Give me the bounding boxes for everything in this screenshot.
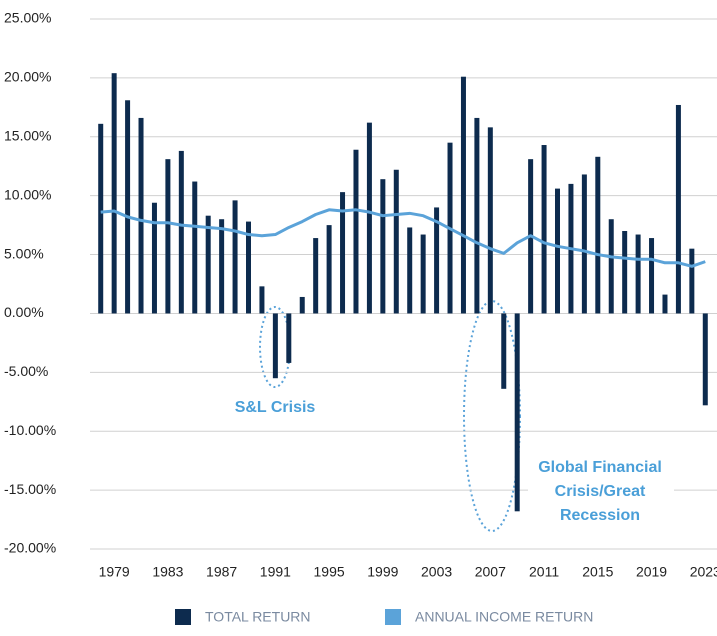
gfc-circle <box>463 300 521 532</box>
bar <box>192 181 198 314</box>
bar <box>326 225 332 314</box>
legend-label: ANNUAL INCOME RETURN <box>415 609 593 625</box>
x-tick-label: 2023 <box>690 564 717 580</box>
bar <box>675 104 681 314</box>
bar <box>608 219 614 314</box>
bar <box>313 238 319 314</box>
bar <box>165 159 171 314</box>
y-tick-label: -15.00% <box>4 481 56 497</box>
x-tick-label: 1995 <box>314 564 345 580</box>
y-tick-label: 5.00% <box>4 245 44 261</box>
bar <box>662 294 668 314</box>
bar <box>125 100 131 314</box>
y-tick-label: 25.00% <box>4 10 51 26</box>
y-tick-label: 15.00% <box>4 127 51 143</box>
bar <box>501 313 507 389</box>
bar <box>299 296 305 314</box>
x-tick-label: 1979 <box>99 564 130 580</box>
bar <box>581 174 587 314</box>
annotation: Recession <box>560 507 640 524</box>
bar <box>460 76 466 314</box>
bar <box>702 313 708 406</box>
bar <box>138 117 144 314</box>
bar <box>380 179 386 314</box>
annotation: S&L Crisis <box>235 399 316 416</box>
annotation-bg <box>528 455 674 529</box>
bar <box>649 238 655 314</box>
bar <box>246 221 251 314</box>
bar <box>407 227 413 314</box>
bar <box>474 117 480 314</box>
bar <box>286 313 292 363</box>
bar <box>272 313 278 379</box>
x-tick-label: 2019 <box>636 564 667 580</box>
bar <box>366 122 372 314</box>
y-tick-label: 20.00% <box>4 69 51 85</box>
x-tick-label: 2015 <box>582 564 613 580</box>
x-tick-label: 2007 <box>475 564 506 580</box>
bar <box>635 234 641 314</box>
bar <box>353 149 359 314</box>
bar <box>111 73 117 314</box>
bar <box>205 215 211 314</box>
bar <box>555 188 560 314</box>
x-tick-label: 2011 <box>529 564 559 580</box>
x-tick-label: 1983 <box>152 564 183 580</box>
x-tick-label: 1987 <box>206 564 237 580</box>
y-tick-label: -5.00% <box>4 363 48 379</box>
bar <box>259 286 265 314</box>
legend-label: TOTAL RETURN <box>205 609 311 625</box>
bar <box>541 145 547 314</box>
bar <box>689 248 695 314</box>
bar <box>219 219 225 314</box>
x-tick-label: 2003 <box>421 564 452 580</box>
bar <box>420 234 426 314</box>
bar <box>487 127 493 314</box>
x-tick-label: 1999 <box>367 564 398 580</box>
income-line <box>100 208 706 268</box>
bar <box>514 313 520 512</box>
y-tick-label: 10.00% <box>4 186 51 202</box>
bar <box>393 169 399 314</box>
legend-swatch <box>385 609 401 625</box>
y-tick-label: -20.00% <box>4 540 56 556</box>
annotation: Crisis/Great <box>555 483 646 500</box>
legend-swatch <box>175 609 191 625</box>
y-tick-label: -10.00% <box>4 422 56 438</box>
bar <box>622 231 628 314</box>
x-tick-label: 1991 <box>260 564 291 580</box>
bar <box>178 150 184 314</box>
bar <box>151 202 157 314</box>
bar <box>340 192 346 314</box>
bar <box>434 207 440 314</box>
bar <box>98 123 104 314</box>
y-tick-label: 0.00% <box>4 304 44 320</box>
bar <box>595 156 601 314</box>
bar <box>232 200 238 314</box>
annotation: Global Financial <box>538 459 662 476</box>
